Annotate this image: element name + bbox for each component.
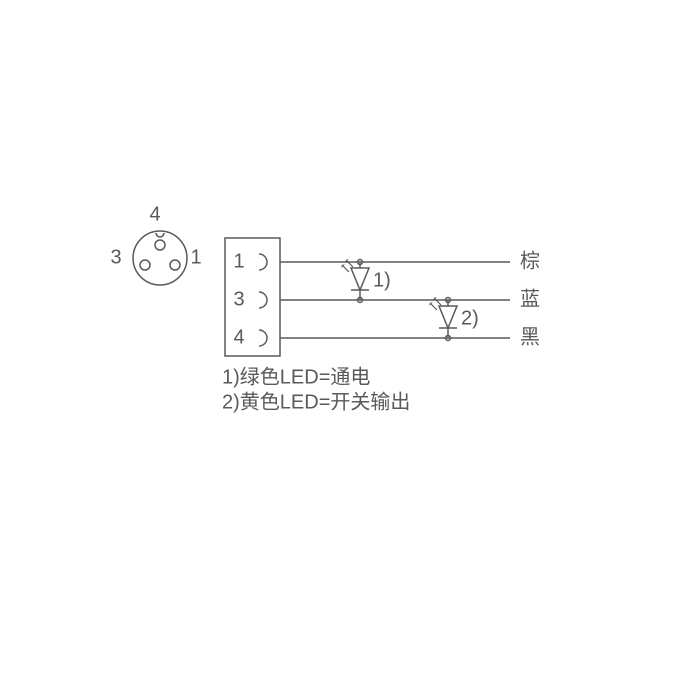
terminal-number: 1 <box>233 250 244 272</box>
legend-note: 1)绿色LED=通电 <box>222 365 370 388</box>
terminal-number: 3 <box>233 288 244 310</box>
wiring-diagram: 1 3 4 1 3 4 棕蓝黑 1) 2) 1)绿色LED=通电2)黄色LED=开关输出 <box>0 0 700 700</box>
led-note-ref: 2) <box>461 307 479 329</box>
wire-color-label: 黑 <box>520 326 540 348</box>
connector-pin-label: 4 <box>149 203 160 225</box>
connector-pin-label: 3 <box>110 246 121 268</box>
terminal-number: 4 <box>233 326 244 348</box>
connector-pin-label: 1 <box>190 246 201 268</box>
wire-color-label: 蓝 <box>520 287 540 310</box>
legend-note: 2)黄色LED=开关输出 <box>222 390 410 413</box>
wire-color-label: 棕 <box>520 249 540 272</box>
led-note-ref: 1) <box>373 269 391 291</box>
